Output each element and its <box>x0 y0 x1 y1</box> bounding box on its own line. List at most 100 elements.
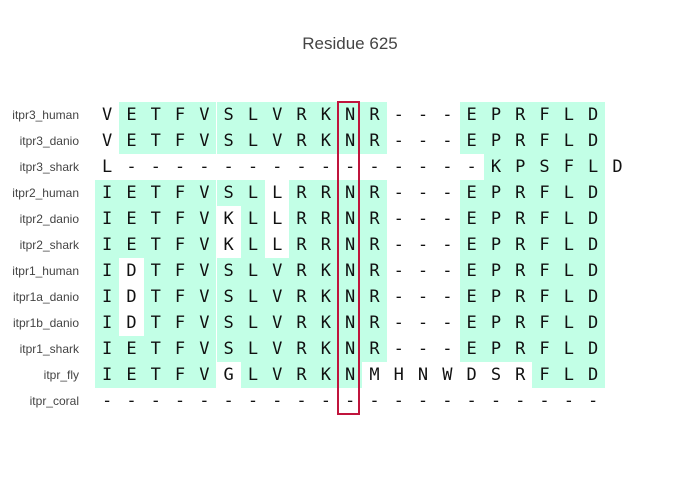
residue-cell: K <box>313 258 338 284</box>
residue-cell: S <box>490 365 502 385</box>
alignment-row: itpr3_shark L - - - - - - - - - - - - - - - K P S F L D <box>0 154 700 180</box>
residue-cell: F <box>532 128 557 154</box>
residue-cell: R <box>362 258 387 284</box>
residue-cell: D <box>581 128 606 154</box>
residue-cell: L <box>272 209 283 229</box>
residue-cell: L <box>240 102 266 128</box>
sequence-label: itpr2_human <box>12 186 79 200</box>
residue-cell: - <box>417 183 429 203</box>
residue-cell: - <box>393 105 404 125</box>
residue-cell: R <box>508 232 533 258</box>
residue-cell: L <box>556 102 581 128</box>
residue-cell: I <box>95 362 120 388</box>
residue-cell: - <box>442 209 453 229</box>
residue-cell: E <box>459 310 484 336</box>
residue-cell: F <box>532 206 557 232</box>
residue-cell: R <box>289 284 314 310</box>
residue-cell: K <box>313 362 338 388</box>
residue-cell: - <box>320 157 331 177</box>
residue-cell: - <box>515 391 526 411</box>
residue-cell: T <box>143 206 168 232</box>
residue-cell: E <box>459 206 484 232</box>
residue-cell: L <box>240 232 266 258</box>
residue-cell: R <box>508 310 533 336</box>
alignment-row: itpr1a_danio I D T F V S L V R K N R - - - E P R F L D <box>0 284 700 310</box>
residue-cell: - <box>247 157 259 177</box>
residue-cell: D <box>126 313 137 333</box>
residue-cell: - <box>442 105 453 125</box>
residue-cell: E <box>459 102 484 128</box>
residue-cell: R <box>362 336 387 362</box>
residue-cell: P <box>483 128 509 154</box>
sequence-label: itpr3_shark <box>19 160 79 174</box>
residue-cell: S <box>216 128 241 154</box>
residue-cell: E <box>459 232 484 258</box>
residue-cell: R <box>289 258 314 284</box>
residue-cell: K <box>483 154 509 180</box>
residue-cell: P <box>483 180 509 206</box>
residue-cell: F <box>167 102 193 128</box>
residue-cell: - <box>174 391 186 411</box>
residue-cell: - <box>247 391 259 411</box>
residue-cell: I <box>95 336 120 362</box>
residue-cell: - <box>393 391 404 411</box>
sequence-label: itpr2_danio <box>19 212 79 226</box>
residue-cell: V <box>102 131 113 151</box>
alignment-row: itpr1b_danio I D T F V S L V R K N R - - - E P R F L D <box>0 310 700 336</box>
residue-cell: E <box>119 206 144 232</box>
residue-cell: - <box>442 183 453 203</box>
sequence-label: itpr_coral <box>29 394 79 408</box>
residue-cell: E <box>119 336 144 362</box>
residue-cell: F <box>167 128 193 154</box>
residue-cell: - <box>393 287 404 307</box>
residue-cell: P <box>508 154 533 180</box>
residue-cell: L <box>240 206 266 232</box>
residue-cell: - <box>442 261 453 281</box>
residue-cell: L <box>556 310 581 336</box>
residue-cell: T <box>143 232 168 258</box>
residue-cell: E <box>459 258 484 284</box>
sequence-label: itpr1b_danio <box>12 316 79 330</box>
residue-cell: D <box>581 284 606 310</box>
residue-cell: - <box>199 391 210 411</box>
residue-cell: - <box>442 313 453 333</box>
residue-cell: I <box>95 258 120 284</box>
residue-cell: V <box>265 128 290 154</box>
residue-cell: F <box>167 310 193 336</box>
residue-cell: I <box>95 206 120 232</box>
residue-cell: I <box>95 180 120 206</box>
residue-cell: F <box>532 310 557 336</box>
residue-cell: P <box>483 232 509 258</box>
residue-cell: R <box>508 284 533 310</box>
residue-cell: - <box>539 391 550 411</box>
residue-cell: I <box>95 232 120 258</box>
residue-cell: - <box>417 391 429 411</box>
sequence-label: itpr3_danio <box>19 134 79 148</box>
residue-cell: - <box>126 391 137 411</box>
residue-cell: R <box>508 336 533 362</box>
residue-cell: F <box>167 258 193 284</box>
residue-cell: R <box>362 206 387 232</box>
residue-cell: - <box>442 339 453 359</box>
residue-cell: - <box>393 131 404 151</box>
residue-cell: R <box>508 128 533 154</box>
residue-cell: - <box>417 131 429 151</box>
residue-cell: - <box>417 261 429 281</box>
residue-cell: T <box>143 128 168 154</box>
residue-cell: P <box>483 310 509 336</box>
residue-cell: K <box>223 209 234 229</box>
residue-cell: R <box>289 128 314 154</box>
residue-cell: V <box>192 206 217 232</box>
residue-cell: L <box>240 362 266 388</box>
residue-cell: - <box>174 157 186 177</box>
sequence-label: itpr1_shark <box>19 342 79 356</box>
residue-cell: R <box>508 258 533 284</box>
sequence-label: itpr1a_danio <box>12 290 79 304</box>
residue-cell: - <box>417 157 429 177</box>
alignment-row: itpr2_danio I E T F V K L L R R N R - - - E P R F L D <box>0 206 700 232</box>
alignment-row: itpr3_danio V E T F V S L V R K N R - - - E P R F L D <box>0 128 700 154</box>
residue-cell: T <box>143 258 168 284</box>
residue-cell: R <box>289 336 314 362</box>
residue-cell: R <box>362 310 387 336</box>
residue-cell: D <box>581 362 606 388</box>
